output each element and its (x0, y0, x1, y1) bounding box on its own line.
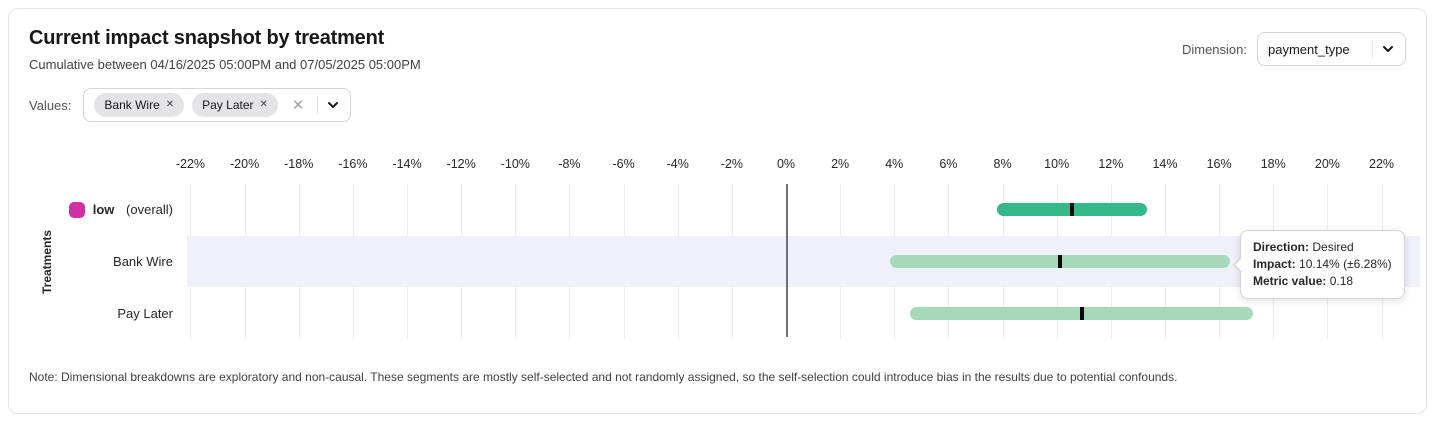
value-chip[interactable]: Pay Later ✕ (192, 93, 278, 117)
impact-chart: Treatments Direction: Desired Impact: 10… (9, 144, 1426, 354)
x-tick-label: 22% (1369, 157, 1395, 171)
footnote: Note: Dimensional breakdowns are explora… (29, 370, 1178, 384)
row-label-text: low (92, 202, 115, 218)
page-title: Current impact snapshot by treatment (29, 27, 385, 49)
x-tick-label: -14% (392, 157, 422, 171)
dimension-select[interactable]: payment_type (1257, 32, 1406, 66)
row-label-text: Pay Later (117, 305, 173, 321)
tooltip-value: 0.18 (1329, 274, 1354, 288)
tooltip-label: Impact: (1253, 257, 1296, 271)
tooltip-line: Direction: Desired (1253, 239, 1392, 256)
zero-line (786, 184, 788, 337)
x-tick-label: -22% (175, 157, 206, 171)
values-multiselect[interactable]: Bank Wire ✕ Pay Later ✕ ✕ (83, 88, 351, 122)
x-tick-label: -12% (446, 157, 476, 171)
tooltip-label: Direction: (1253, 240, 1310, 254)
x-tick-label: 18% (1260, 157, 1286, 171)
x-tick-label: -2% (720, 157, 743, 171)
x-tick-label: 0% (776, 157, 796, 171)
values-label: Values: (29, 97, 72, 113)
value-chip[interactable]: Bank Wire ✕ (94, 93, 185, 117)
row-label-low: low (overall) (9, 200, 173, 220)
x-tick-label: 12% (1098, 157, 1124, 171)
tooltip-label: Metric value: (1253, 274, 1327, 288)
card-header: Current impact snapshot by treatment Cum… (9, 9, 1426, 72)
x-tick-label: -4% (666, 157, 689, 171)
tooltip-value: 10.14% (±6.28%) (1299, 257, 1392, 271)
legend-swatch (68, 201, 85, 218)
x-tick-label: 20% (1314, 157, 1340, 171)
impact-point-marker (1069, 203, 1074, 217)
impact-snapshot-card: Current impact snapshot by treatment Cum… (8, 8, 1427, 414)
x-tick-label: -16% (338, 157, 368, 171)
value-chip-label: Pay Later (202, 98, 254, 112)
tooltip-value: Desired (1312, 240, 1354, 254)
row-label-suffix: (overall) (122, 202, 173, 218)
x-tick-label: 2% (831, 157, 850, 171)
x-tick-label: -20% (230, 157, 260, 171)
dimension-label: Dimension: (1181, 41, 1247, 57)
x-tick-label: 14% (1152, 157, 1178, 171)
x-tick-label: -8% (558, 157, 581, 171)
select-divider (316, 96, 318, 114)
row-label-pay-later: Pay Later (9, 303, 173, 323)
chevron-down-icon[interactable] (1381, 42, 1395, 56)
header-text: Current impact snapshot by treatment Cum… (29, 27, 421, 72)
x-tick-label: 10% (1044, 157, 1070, 171)
chips-slot: Bank Wire ✕ Pay Later ✕ (94, 93, 278, 117)
impact-point-marker (1079, 306, 1084, 320)
x-tick-label: -18% (284, 157, 314, 171)
chevron-down-icon[interactable] (326, 98, 340, 112)
x-tick-label: 4% (885, 157, 904, 171)
value-chip-label: Bank Wire (104, 98, 160, 112)
row-label-text: Bank Wire (113, 253, 173, 269)
select-divider (1372, 40, 1373, 58)
close-icon[interactable]: ✕ (165, 99, 175, 110)
close-icon[interactable]: ✕ (259, 99, 268, 110)
tooltip-line: Impact: 10.14% (±6.28%) (1253, 256, 1392, 273)
x-tick-label: -6% (612, 157, 635, 171)
clear-all-icon[interactable]: ✕ (291, 96, 305, 114)
impact-point-marker (1058, 254, 1063, 268)
x-tick-label: 6% (939, 157, 958, 171)
x-tick-label: 16% (1206, 157, 1232, 171)
dimension-control: Dimension: payment_type (1182, 32, 1406, 66)
tooltip-line: Metric value: 0.18 (1253, 273, 1392, 290)
x-tick-label: -10% (500, 157, 530, 171)
date-range-subtitle: Cumulative between 04/16/2025 05:00PM an… (29, 57, 421, 72)
values-filter-row: Values: Bank Wire ✕ Pay Later ✕ ✕ (29, 88, 1406, 122)
x-tick-label: 8% (993, 157, 1012, 171)
dimension-selected-value: payment_type (1268, 41, 1350, 57)
tooltip: Direction: Desired Impact: 10.14% (±6.28… (1233, 230, 1405, 299)
row-label-bank-wire: Bank Wire (9, 251, 173, 271)
